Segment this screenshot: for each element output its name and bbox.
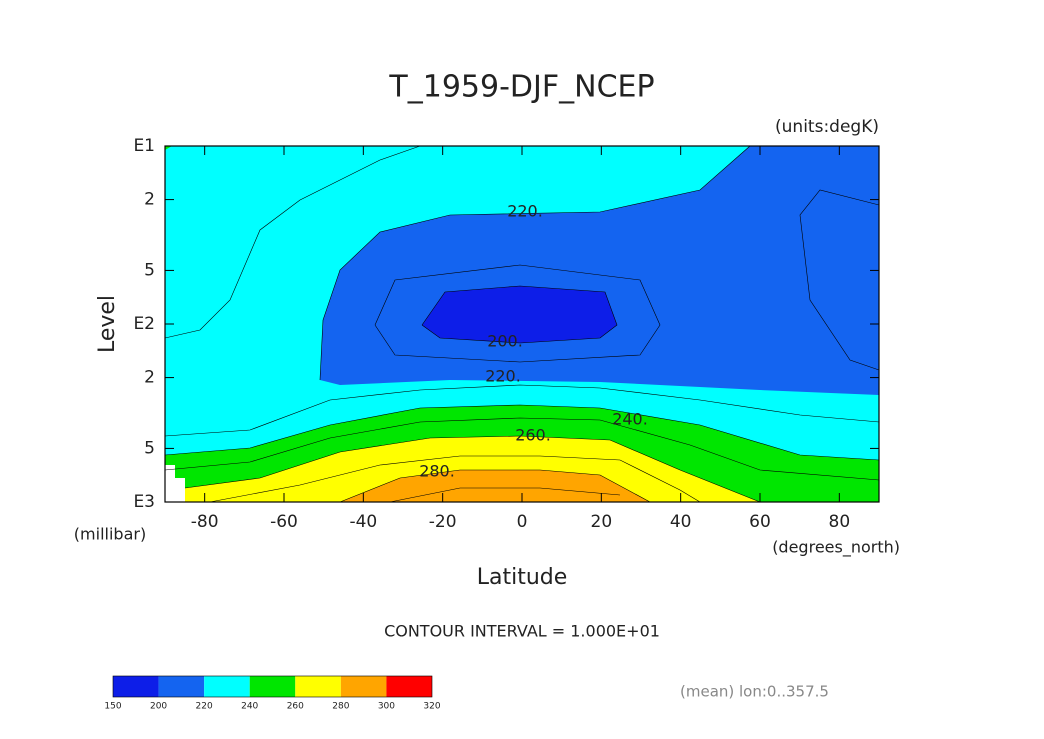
contour-label: 280. bbox=[419, 462, 455, 481]
colorbar-label: 200 bbox=[150, 702, 167, 712]
contour-band bbox=[165, 146, 172, 150]
contour-line bbox=[389, 487, 621, 503]
contour-line bbox=[799, 189, 880, 371]
y-tick-label: E2 bbox=[133, 314, 155, 334]
x-tick-label: -80 bbox=[191, 512, 219, 532]
chart-title: T_1959-DJF_NCEP bbox=[388, 70, 654, 105]
missing-data bbox=[165, 465, 185, 502]
colorbar-swatch bbox=[340, 676, 387, 697]
colorbar-frame bbox=[112, 675, 433, 698]
contour-line bbox=[421, 285, 618, 344]
x-tick-label: 0 bbox=[517, 512, 528, 532]
y-tick-label: E3 bbox=[133, 492, 155, 512]
colorbar-label: 220 bbox=[196, 702, 213, 712]
x-tick-label: 20 bbox=[591, 512, 613, 532]
colorbar-label: 280 bbox=[332, 702, 349, 712]
colorbar-swatch bbox=[386, 676, 432, 697]
x-tick-label: 40 bbox=[670, 512, 692, 532]
contour-line bbox=[374, 264, 661, 363]
y-tick-label: 5 bbox=[144, 438, 155, 458]
colorbar-swatch bbox=[295, 676, 341, 697]
contour-label: 240. bbox=[612, 410, 648, 429]
colorbar-label: 300 bbox=[378, 702, 395, 712]
x-tick-label: -20 bbox=[429, 512, 457, 532]
y-tick-label: 2 bbox=[144, 368, 155, 388]
contour-band bbox=[422, 286, 617, 343]
units-label: (units:degK) bbox=[775, 117, 879, 137]
x-tick-label: -60 bbox=[270, 512, 298, 532]
contour-line bbox=[319, 145, 751, 381]
contour-label: 200. bbox=[487, 332, 523, 351]
x-tick-label: 80 bbox=[829, 512, 851, 532]
contour-label: 260. bbox=[515, 426, 551, 445]
x-tick-label: 60 bbox=[749, 512, 771, 532]
contour-line bbox=[164, 404, 880, 461]
contour-band bbox=[340, 470, 650, 502]
y-axis-label: Level bbox=[95, 295, 120, 353]
contour-interval: CONTOUR INTERVAL = 1.000E+01 bbox=[384, 622, 660, 641]
colorbar-label: 320 bbox=[423, 702, 440, 712]
contour-line bbox=[164, 384, 880, 437]
contour-label: 220. bbox=[507, 202, 543, 221]
y-units: (millibar) bbox=[74, 525, 146, 544]
contour-line bbox=[184, 435, 761, 503]
contour-line bbox=[164, 417, 880, 481]
contour-label: 220. bbox=[485, 367, 521, 386]
colorbar-swatch bbox=[158, 676, 205, 697]
contour-line bbox=[164, 145, 421, 339]
colorbar-label: 240 bbox=[241, 702, 258, 712]
y-tick-label: 5 bbox=[144, 260, 155, 280]
y-tick-label: E1 bbox=[133, 136, 155, 156]
colorbar-label: 260 bbox=[287, 702, 304, 712]
x-units: (degrees_north) bbox=[772, 538, 900, 558]
x-axis-label: Latitude bbox=[477, 565, 568, 590]
contour-line bbox=[209, 455, 701, 503]
y-tick-label: 2 bbox=[144, 190, 155, 210]
colorbar-swatch bbox=[113, 676, 159, 697]
colorbar-swatch bbox=[204, 676, 250, 697]
x-tick-label: -40 bbox=[349, 512, 377, 532]
mean-note: (mean) lon:0..357.5 bbox=[680, 683, 829, 701]
contour-line bbox=[339, 469, 651, 503]
colorbar-label: 150 bbox=[104, 702, 121, 712]
colorbar-swatch bbox=[249, 676, 296, 697]
